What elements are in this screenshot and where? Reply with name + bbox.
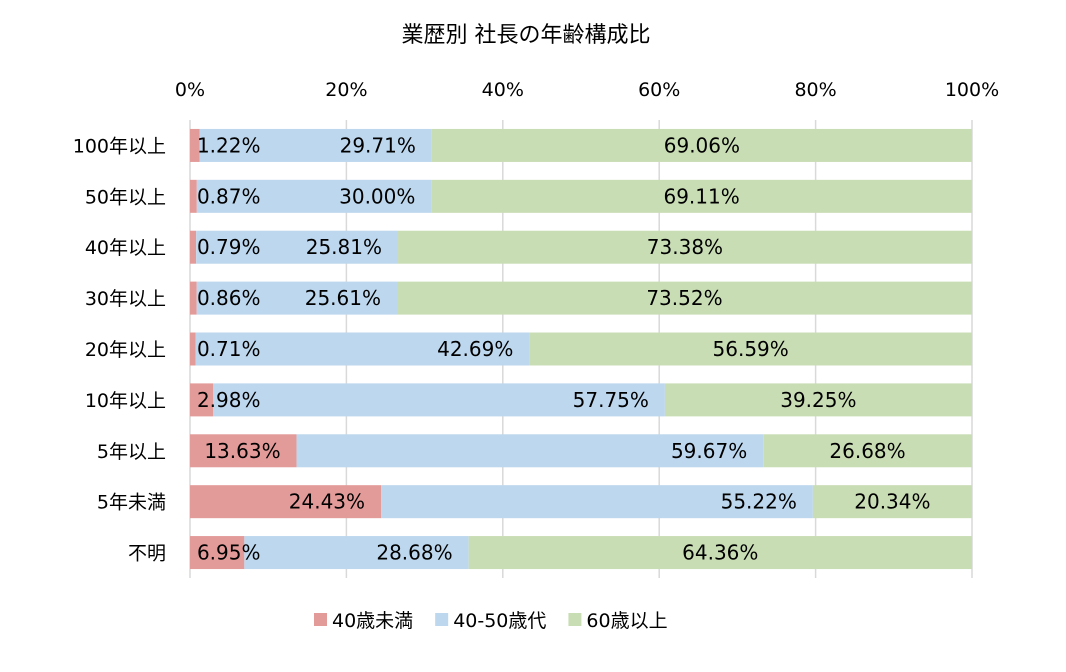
data-label: 59.67% — [671, 439, 747, 463]
data-label: 64.36% — [682, 541, 758, 565]
legend-label: 40歳未満 — [332, 610, 413, 632]
bar-segment — [244, 536, 469, 570]
data-label: 28.68% — [376, 541, 452, 565]
category-label: 50年以上 — [85, 186, 166, 208]
legend-label: 60歳以上 — [586, 610, 667, 632]
bar-segment — [213, 383, 665, 417]
bar-segment — [664, 383, 972, 417]
bar-segment — [431, 128, 972, 162]
category-label: 不明 — [128, 543, 166, 565]
bar-segment — [190, 332, 196, 366]
bar-segment — [431, 179, 972, 213]
bar-segment — [396, 281, 972, 315]
x-tick-label: 0% — [175, 79, 205, 101]
data-label: 20.34% — [854, 490, 930, 514]
category-label: 10年以上 — [85, 390, 166, 412]
data-label: 69.11% — [663, 184, 739, 208]
bar-segment — [196, 281, 397, 315]
x-tick-label: 100% — [945, 79, 999, 101]
x-tick-label: 60% — [638, 79, 680, 101]
data-label: 26.68% — [829, 439, 905, 463]
bar-segment — [190, 281, 197, 315]
bar-segment — [199, 128, 432, 162]
bar-segment — [398, 230, 972, 264]
bar-segment — [190, 434, 297, 468]
bar-segment — [190, 230, 197, 264]
category-label: 20年以上 — [85, 339, 166, 361]
bar-segment — [196, 230, 399, 264]
data-label: 73.38% — [647, 235, 723, 259]
data-label: 56.59% — [713, 337, 789, 361]
x-tick-label: 80% — [794, 79, 836, 101]
bar-segment — [190, 128, 200, 162]
bar-segment — [196, 179, 432, 213]
bar-segment — [190, 485, 382, 519]
data-label: 6.95% — [197, 541, 261, 565]
data-label: 0.87% — [197, 184, 261, 208]
bar-segment — [468, 536, 972, 570]
bar-segment — [195, 332, 530, 366]
bar-segment — [812, 485, 972, 519]
data-label: 30.00% — [339, 184, 415, 208]
bar-segment — [381, 485, 813, 519]
data-label: 2.98% — [197, 388, 261, 412]
data-label: 0.86% — [197, 286, 261, 310]
data-label: 1.22% — [197, 133, 261, 157]
data-label: 39.25% — [780, 388, 856, 412]
data-label: 13.63% — [204, 439, 280, 463]
legend-swatch — [314, 613, 327, 626]
category-label: 100年以上 — [73, 135, 166, 157]
data-label: 25.81% — [306, 235, 382, 259]
data-label: 29.71% — [340, 133, 416, 157]
category-label: 5年未満 — [97, 492, 166, 514]
x-tick-label: 20% — [325, 79, 367, 101]
legend-swatch — [568, 613, 582, 626]
bar-segment — [763, 434, 972, 468]
bar-segment — [190, 179, 197, 213]
legend-swatch — [435, 613, 449, 626]
data-label: 55.22% — [721, 490, 797, 514]
category-label: 5年以上 — [97, 441, 166, 463]
data-label: 0.79% — [197, 235, 261, 259]
data-label: 57.75% — [573, 388, 649, 412]
data-label: 42.69% — [437, 337, 513, 361]
bar-segment — [296, 434, 764, 468]
data-label: 24.43% — [289, 490, 365, 514]
category-label: 30年以上 — [85, 288, 166, 310]
data-label: 25.61% — [305, 286, 381, 310]
bar-segment — [190, 383, 214, 417]
data-label: 69.06% — [664, 133, 740, 157]
x-tick-label: 40% — [482, 79, 524, 101]
data-label: 0.71% — [197, 337, 261, 361]
bar-segment — [529, 332, 972, 366]
data-label: 73.52% — [646, 286, 722, 310]
legend-label: 40-50歳代 — [453, 610, 546, 632]
category-label: 40年以上 — [85, 237, 166, 259]
chart-title: 業歴別 社長の年齢構成比 — [402, 23, 651, 48]
bar-segment — [190, 536, 245, 570]
